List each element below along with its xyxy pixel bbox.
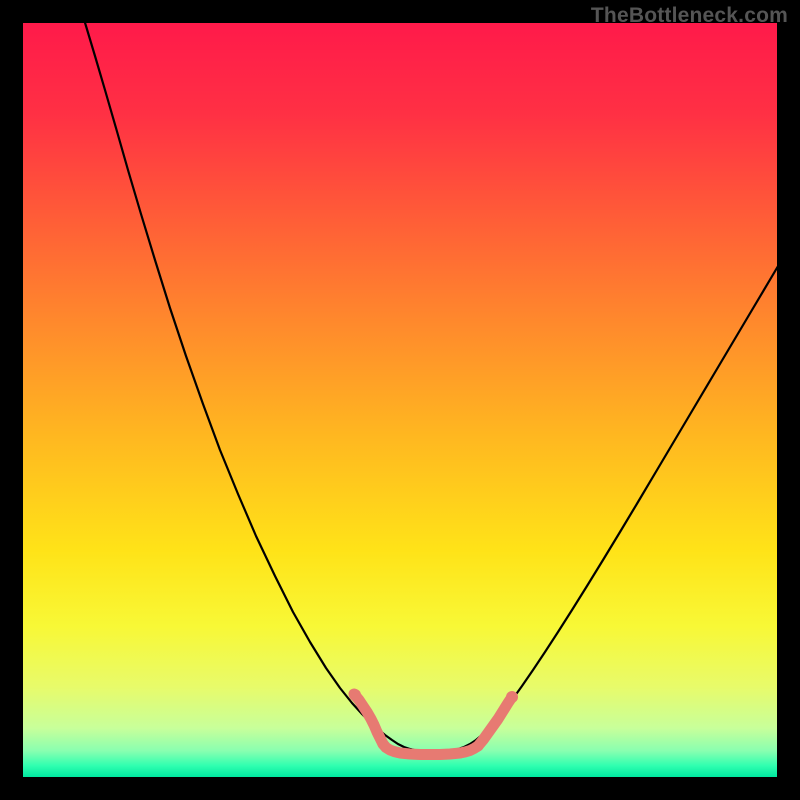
chart-svg <box>0 0 800 800</box>
chart-frame: TheBottleneck.com <box>0 0 800 800</box>
watermark-text: TheBottleneck.com <box>591 4 788 28</box>
